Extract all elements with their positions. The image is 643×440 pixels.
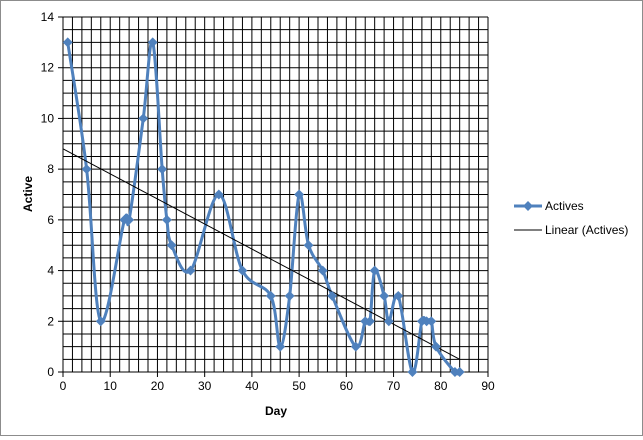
data-point-actives bbox=[350, 341, 361, 352]
y-tick-label: 6 bbox=[47, 213, 54, 227]
x-tick-label: 80 bbox=[434, 379, 448, 393]
data-point-actives bbox=[275, 341, 286, 352]
y-tick-label: 0 bbox=[47, 365, 54, 379]
legend-marker-actives bbox=[523, 201, 533, 211]
data-point-actives bbox=[379, 290, 390, 301]
legend-label-linear: Linear (Actives) bbox=[545, 223, 628, 237]
data-point-actives bbox=[62, 37, 73, 48]
x-tick-label: 0 bbox=[60, 379, 67, 393]
data-point-actives bbox=[284, 290, 295, 301]
data-point-actives bbox=[237, 265, 248, 276]
data-point-actives bbox=[407, 367, 418, 377]
data-point-actives bbox=[369, 265, 380, 276]
data-point-actives bbox=[431, 341, 442, 352]
data-point-actives bbox=[454, 367, 465, 377]
data-point-actives bbox=[265, 290, 276, 301]
x-tick-label: 20 bbox=[151, 379, 165, 393]
legend-label-actives: Actives bbox=[545, 199, 584, 213]
y-tick-label: 12 bbox=[41, 61, 55, 75]
data-point-actives bbox=[138, 113, 149, 124]
data-point-actives bbox=[364, 316, 375, 327]
data-point-actives bbox=[327, 290, 338, 301]
legend: Actives Linear (Actives) bbox=[514, 199, 628, 237]
data-point-actives bbox=[317, 265, 328, 276]
y-tick-label: 8 bbox=[47, 162, 54, 176]
x-tick-label: 30 bbox=[198, 379, 212, 393]
series-line-actives bbox=[66, 40, 461, 376]
data-point-actives bbox=[213, 189, 224, 200]
x-tick-label: 40 bbox=[245, 379, 259, 393]
axes: 0 10 20 30 40 50 60 70 80 90 0 2 4 6 8 10 12 14 bbox=[41, 10, 495, 393]
data-point-actives bbox=[185, 265, 196, 276]
plot-series bbox=[62, 37, 465, 377]
trendline-linear-actives bbox=[62, 148, 460, 360]
y-tick-label: 4 bbox=[47, 264, 54, 278]
data-point-actives bbox=[303, 240, 314, 251]
data-point-actives bbox=[81, 164, 92, 175]
data-point-actives bbox=[161, 214, 172, 225]
data-point-actives bbox=[383, 316, 394, 327]
data-point-actives bbox=[157, 164, 168, 175]
data-point-actives bbox=[426, 316, 437, 327]
y-tick-label: 10 bbox=[41, 111, 55, 125]
x-tick-label: 70 bbox=[387, 379, 401, 393]
y-axis-title: Active bbox=[21, 176, 35, 212]
y-tick-label: 2 bbox=[47, 314, 54, 328]
x-tick-label: 90 bbox=[481, 379, 495, 393]
x-axis-title: Day bbox=[265, 404, 287, 418]
data-point-actives bbox=[147, 37, 158, 48]
data-point-actives bbox=[393, 290, 404, 301]
x-tick-label: 10 bbox=[104, 379, 118, 393]
y-tick-label: 14 bbox=[41, 10, 55, 24]
data-point-actives bbox=[294, 189, 305, 200]
x-tick-label: 50 bbox=[292, 379, 306, 393]
data-point-actives bbox=[166, 240, 177, 251]
data-point-actives bbox=[124, 214, 135, 225]
x-tick-label: 60 bbox=[340, 379, 354, 393]
